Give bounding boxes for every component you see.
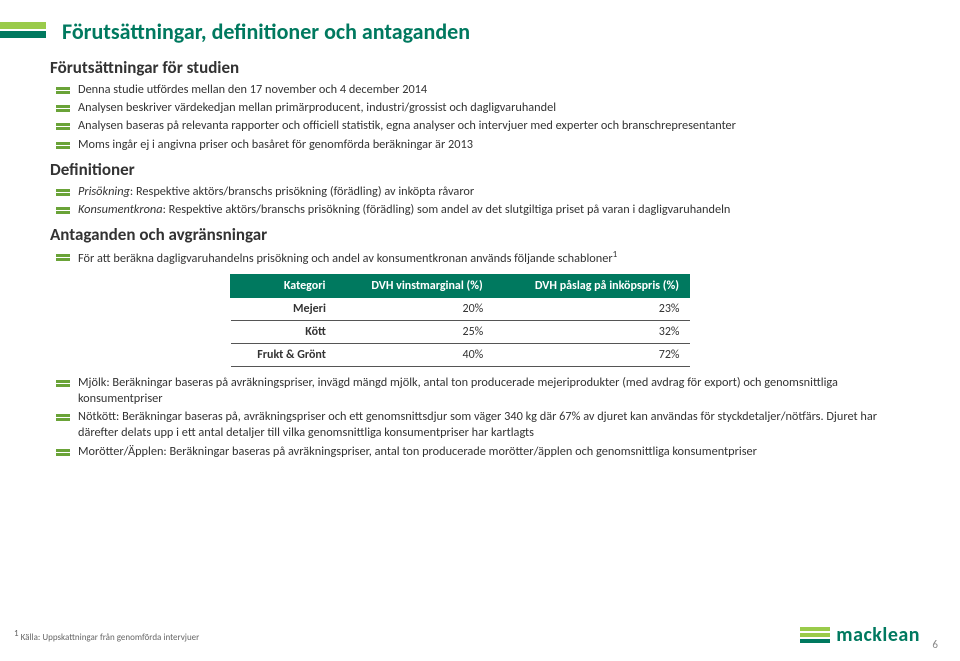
list-item: Konsumentkrona: Respektive aktörs/bransc… (56, 202, 910, 218)
table-header-row: Kategori DVH vinstmarginal (%) DVH påsla… (231, 274, 690, 297)
footnote: 1 Källa: Uppskattningar från genomförda … (14, 628, 199, 643)
table-row: Frukt & Grönt 40% 72% (231, 343, 690, 366)
cell: Mejeri (231, 297, 336, 320)
list-item: Moms ingår ej i angivna priser och basår… (56, 137, 910, 153)
list-item: Mjölk: Beräkningar baseras på avräknings… (56, 375, 910, 407)
cell: 72% (493, 343, 689, 366)
logo-text: macklean (836, 623, 920, 647)
list-item: Analysen baseras på relevanta rapporter … (56, 118, 910, 134)
cell: 40% (336, 343, 493, 366)
term: Konsumentkrona (78, 202, 163, 217)
definition: : Respektive aktörs/branschs prisökning … (163, 202, 731, 217)
bullet-list-antaganden-intro: För att beräkna dagligvaruhandelns prisö… (50, 249, 910, 267)
table-row: Kött 25% 32% (231, 320, 690, 343)
cell: Frukt & Grönt (231, 343, 336, 366)
footnote-ref: 1 (613, 249, 618, 260)
intro-text: För att beräkna dagligvaruhandelns prisö… (78, 251, 613, 266)
page-number: 6 (932, 638, 938, 651)
definition: : Respektive aktörs/branschs prisökning … (130, 184, 474, 199)
cell: 20% (336, 297, 493, 320)
col-paslag: DVH påslag på inköpspris (%) (493, 274, 689, 297)
col-kategori: Kategori (231, 274, 336, 297)
accent-bar (0, 31, 46, 38)
bullet-list-definitioner: Prisökning: Respektive aktörs/branschs p… (50, 184, 910, 218)
page-title: Förutsättningar, definitioner och antaga… (62, 18, 910, 45)
list-item: Nötkött: Beräkningar baseras på, avräkni… (56, 409, 910, 441)
section-heading-forutsattningar: Förutsättningar för studien (50, 57, 910, 78)
list-item: Prisökning: Respektive aktörs/branschs p… (56, 184, 910, 200)
list-item: För att beräkna dagligvaruhandelns prisö… (56, 249, 910, 267)
schablon-table-wrap: Kategori DVH vinstmarginal (%) DVH påsla… (230, 274, 690, 367)
accent-bars (0, 22, 46, 40)
cell: 23% (493, 297, 689, 320)
accent-bar (0, 22, 46, 29)
col-vinstmarginal: DVH vinstmarginal (%) (336, 274, 493, 297)
macklean-logo: macklean (800, 623, 920, 647)
cell: 25% (336, 320, 493, 343)
bullet-list-forutsattningar: Denna studie utfördes mellan den 17 nove… (50, 82, 910, 153)
slide-page: Förutsättningar, definitioner och antaga… (0, 0, 960, 661)
schablon-table: Kategori DVH vinstmarginal (%) DVH påsla… (230, 274, 690, 367)
cell: 32% (493, 320, 689, 343)
footnote-text: Källa: Uppskattningar från genomförda in… (19, 632, 200, 643)
section-heading-definitioner: Definitioner (50, 159, 910, 180)
term: Prisökning (78, 184, 130, 199)
list-item: Denna studie utfördes mellan den 17 nove… (56, 82, 910, 98)
table-row: Mejeri 20% 23% (231, 297, 690, 320)
logo-bars-icon (800, 627, 830, 643)
cell: Kött (231, 320, 336, 343)
list-item: Morötter/Äpplen: Beräkningar baseras på … (56, 444, 910, 460)
list-item: Analysen beskriver värdekedjan mellan pr… (56, 100, 910, 116)
bullet-list-antaganden-detail: Mjölk: Beräkningar baseras på avräknings… (50, 375, 910, 460)
section-heading-antaganden: Antaganden och avgränsningar (50, 224, 910, 245)
